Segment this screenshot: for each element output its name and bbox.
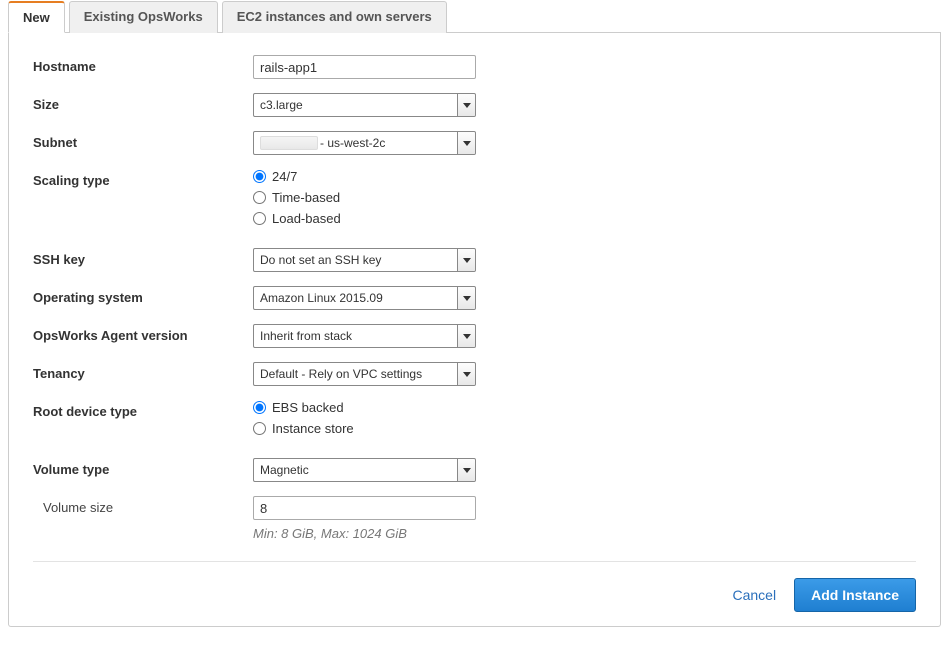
root-device-label: Root device type xyxy=(33,400,253,419)
root-device-group: EBS backed Instance store xyxy=(253,400,354,436)
os-label: Operating system xyxy=(33,286,253,305)
chevron-down-icon xyxy=(457,94,475,116)
hostname-input[interactable] xyxy=(253,55,476,79)
add-instance-button[interactable]: Add Instance xyxy=(794,578,916,612)
subnet-zone: - us-west-2c xyxy=(320,136,385,150)
scaling-option-load[interactable]: Load-based xyxy=(253,211,341,226)
scaling-radio-247[interactable] xyxy=(253,170,266,183)
volume-size-hint: Min: 8 GiB, Max: 1024 GiB xyxy=(253,526,476,541)
tab-existing-opsworks[interactable]: Existing OpsWorks xyxy=(69,1,218,33)
cancel-button[interactable]: Cancel xyxy=(733,587,777,603)
agent-version-label: OpsWorks Agent version xyxy=(33,324,253,343)
ssh-key-select[interactable]: Do not set an SSH key xyxy=(253,248,476,272)
scaling-radio-time[interactable] xyxy=(253,191,266,204)
agent-version-select-value: Inherit from stack xyxy=(254,329,457,343)
scaling-radio-load[interactable] xyxy=(253,212,266,225)
tenancy-select-value: Default - Rely on VPC settings xyxy=(254,367,457,381)
subnet-select[interactable]: - us-west-2c xyxy=(253,131,476,155)
chevron-down-icon xyxy=(457,249,475,271)
scaling-label-load: Load-based xyxy=(272,211,341,226)
chevron-down-icon xyxy=(457,459,475,481)
root-device-label-instance: Instance store xyxy=(272,421,354,436)
hostname-label: Hostname xyxy=(33,55,253,74)
volume-type-label: Volume type xyxy=(33,458,253,477)
scaling-type-label: Scaling type xyxy=(33,169,253,188)
root-device-radio-ebs[interactable] xyxy=(253,401,266,414)
chevron-down-icon xyxy=(457,325,475,347)
tab-new[interactable]: New xyxy=(8,1,65,33)
volume-type-select[interactable]: Magnetic xyxy=(253,458,476,482)
ssh-key-select-value: Do not set an SSH key xyxy=(254,253,457,267)
form-footer: Cancel Add Instance xyxy=(33,561,916,612)
chevron-down-icon xyxy=(457,287,475,309)
root-device-radio-instance[interactable] xyxy=(253,422,266,435)
size-select[interactable]: c3.large xyxy=(253,93,476,117)
subnet-id-masked xyxy=(260,136,318,150)
chevron-down-icon xyxy=(457,132,475,154)
tenancy-select[interactable]: Default - Rely on VPC settings xyxy=(253,362,476,386)
root-device-option-ebs[interactable]: EBS backed xyxy=(253,400,354,415)
subnet-label: Subnet xyxy=(33,131,253,150)
scaling-label-247: 24/7 xyxy=(272,169,297,184)
tabs-bar: New Existing OpsWorks EC2 instances and … xyxy=(8,0,941,33)
volume-size-input[interactable] xyxy=(253,496,476,520)
size-label: Size xyxy=(33,93,253,112)
chevron-down-icon xyxy=(457,363,475,385)
volume-type-select-value: Magnetic xyxy=(254,463,457,477)
ssh-key-label: SSH key xyxy=(33,248,253,267)
root-device-option-instance[interactable]: Instance store xyxy=(253,421,354,436)
scaling-option-time[interactable]: Time-based xyxy=(253,190,341,205)
subnet-select-value: - us-west-2c xyxy=(254,136,457,150)
scaling-type-group: 24/7 Time-based Load-based xyxy=(253,169,341,226)
scaling-option-247[interactable]: 24/7 xyxy=(253,169,341,184)
volume-size-label: Volume size xyxy=(33,496,253,515)
os-select[interactable]: Amazon Linux 2015.09 xyxy=(253,286,476,310)
form-panel: Hostname Size c3.large Subnet - us-we xyxy=(8,33,941,627)
tenancy-label: Tenancy xyxy=(33,362,253,381)
agent-version-select[interactable]: Inherit from stack xyxy=(253,324,476,348)
tab-ec2-own-servers[interactable]: EC2 instances and own servers xyxy=(222,1,447,33)
scaling-label-time: Time-based xyxy=(272,190,340,205)
os-select-value: Amazon Linux 2015.09 xyxy=(254,291,457,305)
size-select-value: c3.large xyxy=(254,98,457,112)
root-device-label-ebs: EBS backed xyxy=(272,400,344,415)
